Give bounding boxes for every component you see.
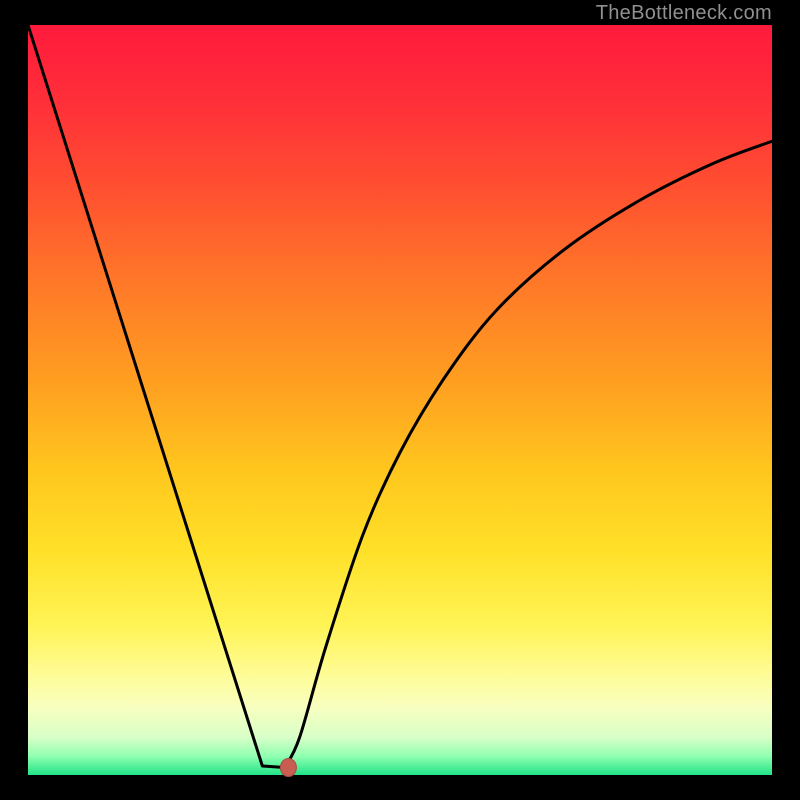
- attribution-text: TheBottleneck.com: [596, 2, 772, 25]
- bottleneck-plot: [28, 25, 772, 775]
- bottleneck-curve: [28, 25, 772, 775]
- optimum-marker: [280, 759, 296, 777]
- curve-path: [28, 25, 772, 768]
